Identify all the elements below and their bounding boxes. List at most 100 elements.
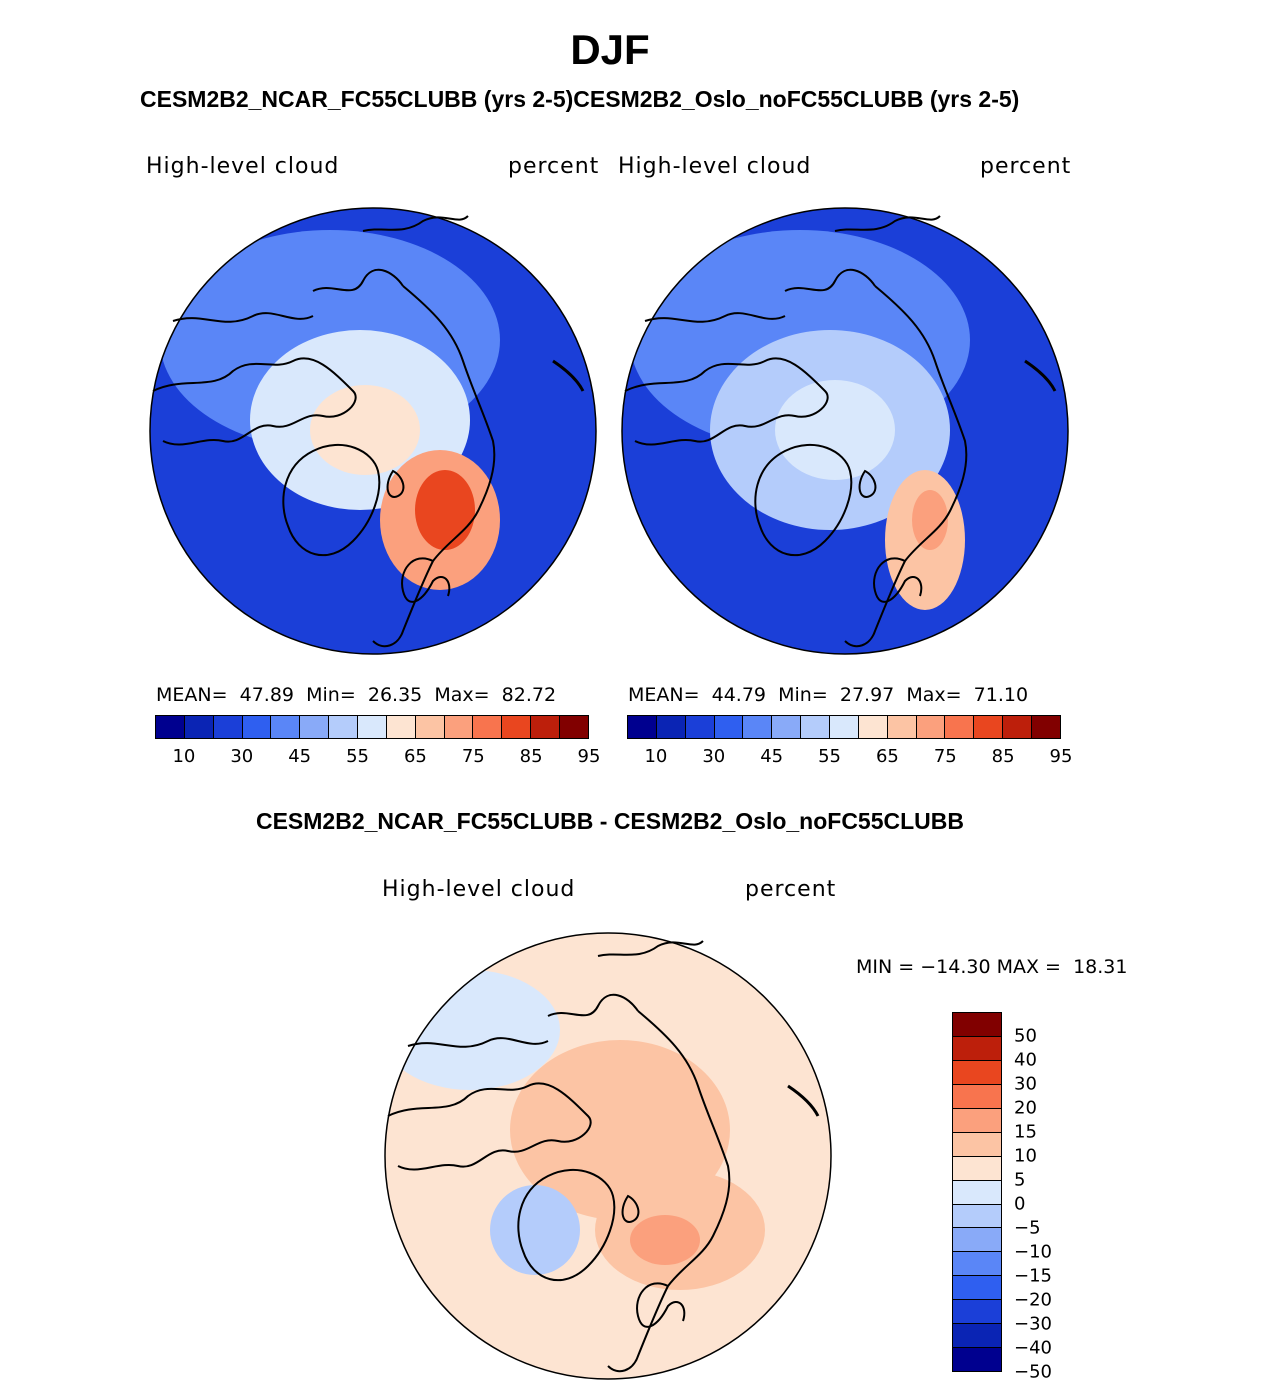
panel1-min-label: Min=: [306, 684, 356, 706]
colorbar-swatch: [628, 716, 657, 738]
panel3-stats: MIN = −14.30 MAX = 18.31: [856, 956, 1127, 978]
colorbar-swatch: [945, 716, 975, 738]
panel3-frame: [384, 932, 832, 1380]
colorbar-swatch: [415, 716, 445, 738]
panel3-map: [385, 933, 831, 1379]
panel2-colorbar: [627, 715, 1061, 739]
panel2-max-label: Max=: [906, 684, 962, 706]
colorbar-swatch: [656, 716, 686, 738]
panel2-units-label: percent: [980, 154, 1072, 179]
colorbar-swatch: [1032, 716, 1060, 738]
colorbar-swatch: [953, 1060, 1001, 1085]
colorbar-swatch: [953, 1204, 1001, 1229]
colorbar-swatch: [685, 716, 715, 738]
panel2-region-northwest-russia: [912, 490, 948, 550]
panel1-region-central-arctic: [310, 385, 420, 475]
panel3-variable-label: High-level cloud: [382, 877, 576, 902]
panel3-max-label: MAX =: [996, 956, 1061, 978]
colorbar-tick-label: −40: [1014, 1337, 1052, 1359]
colorbar-tick-label: 85: [519, 746, 543, 767]
colorbar-tick-label: 85: [991, 746, 1015, 767]
colorbar-swatch: [242, 716, 272, 738]
panel3-min-label: MIN =: [856, 956, 915, 978]
panel1-mean-value: 47.89: [239, 684, 295, 706]
panel2-variable-label: High-level cloud: [618, 154, 812, 179]
colorbar-tick-label: 45: [760, 746, 784, 767]
colorbar-swatch: [531, 716, 561, 738]
panel3-region-greenland: [490, 1185, 580, 1275]
panel2-frame: [621, 207, 1069, 655]
colorbar-tick-label: 95: [1049, 746, 1073, 767]
colorbar-swatch: [444, 716, 474, 738]
colorbar-swatch: [953, 1036, 1001, 1061]
panel2-region-central-arctic: [775, 380, 895, 480]
colorbar-swatch: [830, 716, 859, 738]
colorbar-tick-label: −50: [1014, 1361, 1052, 1383]
colorbar-tick-label: 20: [1014, 1097, 1037, 1119]
colorbar-swatch: [271, 716, 301, 738]
panel3-min-value: −14.30: [920, 956, 991, 978]
diff-title: CESM2B2_NCAR_FC55CLUBB - CESM2B2_Oslo_no…: [255, 808, 964, 834]
colorbar-tick-label: −5: [1014, 1217, 1041, 1239]
colorbar-swatch: [953, 1252, 1001, 1277]
panel3-region-north-pacific: [385, 970, 560, 1090]
colorbar-tick-label: 55: [346, 746, 369, 767]
colorbar-swatch: [953, 1324, 1001, 1349]
panel1-min-value: 26.35: [367, 684, 423, 706]
colorbar-tick-label: 10: [1014, 1145, 1037, 1167]
panel1-variable-label: High-level cloud: [146, 154, 340, 179]
colorbar-swatch: [953, 1108, 1001, 1133]
colorbar-tick-label: 65: [875, 746, 899, 767]
panel3-max-value: 18.31: [1073, 956, 1128, 978]
colorbar-swatch: [887, 716, 917, 738]
colorbar-swatch: [953, 1348, 1001, 1372]
colorbar-tick-label: 10: [644, 746, 668, 767]
colorbar-swatch: [358, 716, 387, 738]
colorbar-swatch: [560, 716, 588, 738]
panel1-region-northwest-russia: [415, 470, 475, 550]
panel2-stats: MEAN= 44.79 Min= 27.97 Max= 71.10: [628, 684, 1028, 706]
panel1-max-value: 82.72: [501, 684, 557, 706]
colorbar-tick-label: −30: [1014, 1313, 1052, 1335]
colorbar-swatch: [953, 1013, 1001, 1037]
colorbar-swatch: [473, 716, 503, 738]
colorbar-swatch: [184, 716, 214, 738]
colorbar-swatch: [714, 716, 744, 738]
colorbar-swatch: [953, 1180, 1001, 1205]
figure-title: DJF: [570, 26, 650, 73]
colorbar-swatch: [300, 716, 330, 738]
colorbar-swatch: [1003, 716, 1033, 738]
panel1-mean-label: MEAN=: [156, 684, 228, 706]
colorbar-tick-label: 30: [702, 746, 726, 767]
colorbar-swatch: [213, 716, 243, 738]
colorbar-swatch: [953, 1132, 1001, 1157]
colorbar-tick-label: 30: [230, 746, 254, 767]
colorbar-swatch: [502, 716, 532, 738]
runs-title: CESM2B2_NCAR_FC55CLUBB (yrs 2-5)CESM2B2_…: [140, 86, 1020, 112]
panel3-colorbar: [952, 1012, 1002, 1372]
panel2-min-label: Min=: [778, 684, 828, 706]
panel2-min-value: 27.97: [839, 684, 895, 706]
colorbar-swatch: [974, 716, 1004, 738]
panel2-mean-value: 44.79: [711, 684, 767, 706]
colorbar-swatch: [953, 1300, 1001, 1325]
colorbar-swatch: [329, 716, 359, 738]
colorbar-swatch: [953, 1084, 1001, 1109]
panel1-colorbar: [155, 715, 589, 739]
colorbar-tick-label: 75: [461, 746, 485, 767]
colorbar-swatch: [772, 716, 802, 738]
colorbar-tick-label: 0: [1014, 1193, 1026, 1215]
panel1-stats: MEAN= 47.89 Min= 26.35 Max= 82.72: [156, 684, 556, 706]
colorbar-tick-label: 40: [1014, 1049, 1037, 1071]
panel2-max-value: 71.10: [973, 684, 1029, 706]
colorbar-tick-label: −15: [1014, 1265, 1052, 1287]
colorbar-tick-label: 55: [818, 746, 841, 767]
panel1-frame: [149, 207, 597, 655]
colorbar-tick-label: 45: [288, 746, 312, 767]
colorbar-tick-label: −10: [1014, 1241, 1052, 1263]
panel2-mean-label: MEAN=: [628, 684, 700, 706]
colorbar-tick-label: −20: [1014, 1289, 1052, 1311]
colorbar-tick-label: 10: [172, 746, 196, 767]
colorbar-swatch: [953, 1156, 1001, 1181]
